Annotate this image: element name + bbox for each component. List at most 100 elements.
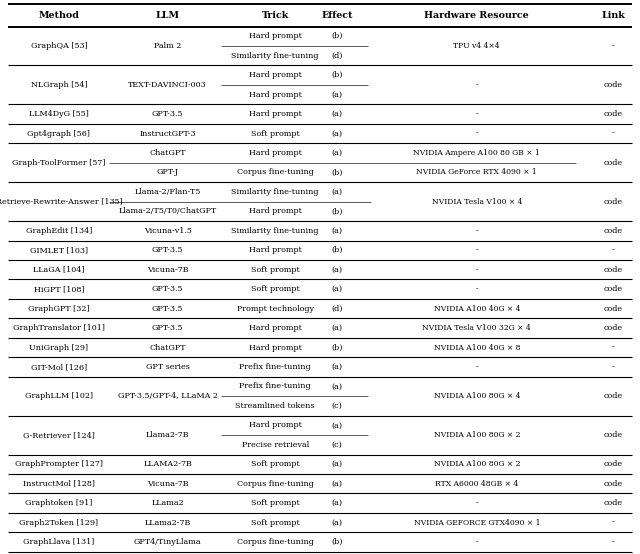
Text: Hard prompt: Hard prompt xyxy=(249,91,301,99)
Text: GraphLlava [131]: GraphLlava [131] xyxy=(23,538,95,546)
Text: (a): (a) xyxy=(332,91,343,99)
Text: -: - xyxy=(476,285,478,293)
Text: (b): (b) xyxy=(332,538,343,546)
Text: Hard prompt: Hard prompt xyxy=(249,32,301,40)
Text: ChatGPT: ChatGPT xyxy=(149,149,186,157)
Text: GPT-3.5: GPT-3.5 xyxy=(152,285,184,293)
Text: (a): (a) xyxy=(332,130,343,137)
Text: (a): (a) xyxy=(332,519,343,527)
Text: NVIDIA Tesla V100 × 4: NVIDIA Tesla V100 × 4 xyxy=(431,198,522,206)
Text: RTX A6000 48GB × 4: RTX A6000 48GB × 4 xyxy=(435,480,518,488)
Text: Retrieve-Rewrite-Answer [135]: Retrieve-Rewrite-Answer [135] xyxy=(0,198,122,206)
Text: -: - xyxy=(476,130,478,137)
Text: Vicuna-7B: Vicuna-7B xyxy=(147,266,189,274)
Text: LLM: LLM xyxy=(156,11,180,20)
Text: Soft prompt: Soft prompt xyxy=(251,130,300,137)
Text: GIMLET [103]: GIMLET [103] xyxy=(30,247,88,254)
Text: code: code xyxy=(604,460,623,468)
Text: TPU v4 4×4: TPU v4 4×4 xyxy=(454,42,500,50)
Text: code: code xyxy=(604,499,623,507)
Text: Similarity fine-tuning: Similarity fine-tuning xyxy=(232,227,319,235)
Text: UniGraph [29]: UniGraph [29] xyxy=(29,343,88,352)
Text: NVIDIA A100 80G × 2: NVIDIA A100 80G × 2 xyxy=(433,431,520,439)
Text: Hard prompt: Hard prompt xyxy=(249,247,301,254)
Text: Similarity fine-tuning: Similarity fine-tuning xyxy=(232,52,319,60)
Text: code: code xyxy=(604,431,623,439)
Text: -: - xyxy=(612,363,614,371)
Text: code: code xyxy=(604,159,623,167)
Text: -: - xyxy=(612,343,614,352)
Text: Hardware Resource: Hardware Resource xyxy=(424,11,529,20)
Text: Soft prompt: Soft prompt xyxy=(251,460,300,468)
Text: Llama2-7B: Llama2-7B xyxy=(146,431,189,439)
Text: ChatGPT: ChatGPT xyxy=(149,343,186,352)
Text: -: - xyxy=(476,363,478,371)
Text: NVIDIA Ampere A100 80 GB × 1: NVIDIA Ampere A100 80 GB × 1 xyxy=(413,149,540,157)
Text: GPT-3.5: GPT-3.5 xyxy=(152,324,184,332)
Text: LLama2-7B: LLama2-7B xyxy=(145,519,191,527)
Text: code: code xyxy=(604,81,623,89)
Text: HiGPT [108]: HiGPT [108] xyxy=(34,285,84,293)
Text: Llama-2/T5/T0/ChatGPT: Llama-2/T5/T0/ChatGPT xyxy=(118,207,217,216)
Text: GraphLLM [102]: GraphLLM [102] xyxy=(25,392,93,400)
Text: GPT-3.5: GPT-3.5 xyxy=(152,305,184,312)
Text: code: code xyxy=(604,227,623,235)
Text: Link: Link xyxy=(601,11,625,20)
Text: Hard prompt: Hard prompt xyxy=(249,110,301,118)
Text: GraphPrompter [127]: GraphPrompter [127] xyxy=(15,460,103,468)
Text: GPT-J: GPT-J xyxy=(157,168,179,177)
Text: Corpus fine-tuning: Corpus fine-tuning xyxy=(237,168,314,177)
Text: Vicuna-7B: Vicuna-7B xyxy=(147,480,189,488)
Text: NLGraph [54]: NLGraph [54] xyxy=(31,81,87,89)
Text: (c): (c) xyxy=(332,402,342,410)
Text: Vicuna-v1.5: Vicuna-v1.5 xyxy=(144,227,191,235)
Text: code: code xyxy=(604,266,623,274)
Text: Palm 2: Palm 2 xyxy=(154,42,181,50)
Text: LLM4DyG [55]: LLM4DyG [55] xyxy=(29,110,89,118)
Text: Prefix fine-tuning: Prefix fine-tuning xyxy=(239,382,311,391)
Text: (a): (a) xyxy=(332,227,343,235)
Text: code: code xyxy=(604,305,623,312)
Text: GraphEdit [134]: GraphEdit [134] xyxy=(26,227,92,235)
Text: Gpt4graph [56]: Gpt4graph [56] xyxy=(28,130,90,137)
Text: Corpus fine-tuning: Corpus fine-tuning xyxy=(237,480,314,488)
Text: Corpus fine-tuning: Corpus fine-tuning xyxy=(237,538,314,546)
Text: Soft prompt: Soft prompt xyxy=(251,519,300,527)
Text: Effect: Effect xyxy=(321,11,353,20)
Text: Soft prompt: Soft prompt xyxy=(251,285,300,293)
Text: Similarity fine-tuning: Similarity fine-tuning xyxy=(232,188,319,196)
Text: (a): (a) xyxy=(332,363,343,371)
Text: NVIDIA GEFORCE GTX4090 × 1: NVIDIA GEFORCE GTX4090 × 1 xyxy=(413,519,540,527)
Text: code: code xyxy=(604,110,623,118)
Text: -: - xyxy=(612,538,614,546)
Text: Prefix fine-tuning: Prefix fine-tuning xyxy=(239,363,311,371)
Text: (a): (a) xyxy=(332,110,343,118)
Text: -: - xyxy=(476,266,478,274)
Text: -: - xyxy=(612,519,614,527)
Text: Llama-2/Flan-T5: Llama-2/Flan-T5 xyxy=(134,188,201,196)
Text: Graph2Token [129]: Graph2Token [129] xyxy=(19,519,99,527)
Text: -: - xyxy=(476,110,478,118)
Text: (d): (d) xyxy=(332,52,343,60)
Text: Hard prompt: Hard prompt xyxy=(249,343,301,352)
Text: (b): (b) xyxy=(332,247,343,254)
Text: code: code xyxy=(604,324,623,332)
Text: (b): (b) xyxy=(332,207,343,216)
Text: code: code xyxy=(604,285,623,293)
Text: code: code xyxy=(604,198,623,206)
Text: NVIDIA A100 80G × 4: NVIDIA A100 80G × 4 xyxy=(433,392,520,400)
Text: NVIDIA Tesla V100 32G × 4: NVIDIA Tesla V100 32G × 4 xyxy=(422,324,531,332)
Text: Hard prompt: Hard prompt xyxy=(249,422,301,429)
Text: (a): (a) xyxy=(332,499,343,507)
Text: code: code xyxy=(604,480,623,488)
Text: Soft prompt: Soft prompt xyxy=(251,499,300,507)
Text: Hard prompt: Hard prompt xyxy=(249,324,301,332)
Text: -: - xyxy=(612,130,614,137)
Text: Prompt technology: Prompt technology xyxy=(237,305,314,312)
Text: (a): (a) xyxy=(332,422,343,429)
Text: LLaGA [104]: LLaGA [104] xyxy=(33,266,84,274)
Text: Graph-ToolFormer [57]: Graph-ToolFormer [57] xyxy=(12,159,106,167)
Text: G-Retriever [124]: G-Retriever [124] xyxy=(23,431,95,439)
Text: GraphGPT [32]: GraphGPT [32] xyxy=(28,305,90,312)
Text: GPT-3.5: GPT-3.5 xyxy=(152,247,184,254)
